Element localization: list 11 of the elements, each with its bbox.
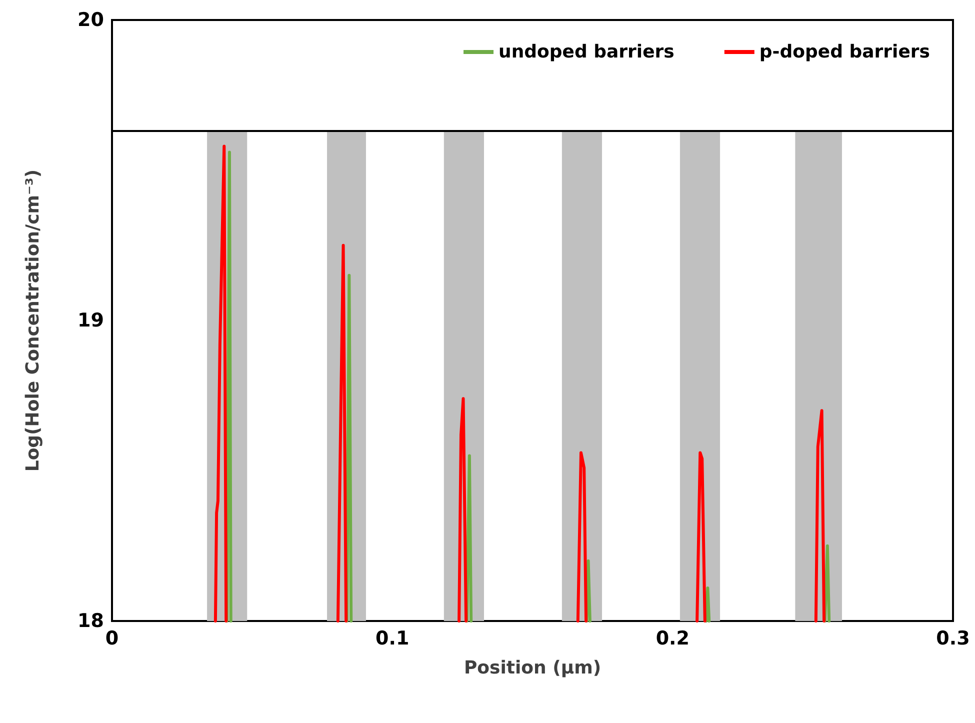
- x-tick-label: 0.1: [375, 628, 410, 650]
- legend-label: undoped barriers: [498, 42, 674, 62]
- y-tick-label: 20: [78, 9, 104, 31]
- y-tick-label: 19: [78, 310, 104, 332]
- x-tick-label: 0: [105, 628, 119, 650]
- x-tick-label: 0.3: [936, 628, 970, 650]
- y-tick-label: 18: [78, 610, 104, 632]
- x-axis-title: Position (µm): [464, 658, 602, 678]
- x-tick-label: 0.2: [656, 628, 690, 650]
- y-axis-title: Log(Hole Concentration/cm⁻³): [22, 169, 44, 472]
- legend-label: p-doped barriers: [759, 42, 930, 62]
